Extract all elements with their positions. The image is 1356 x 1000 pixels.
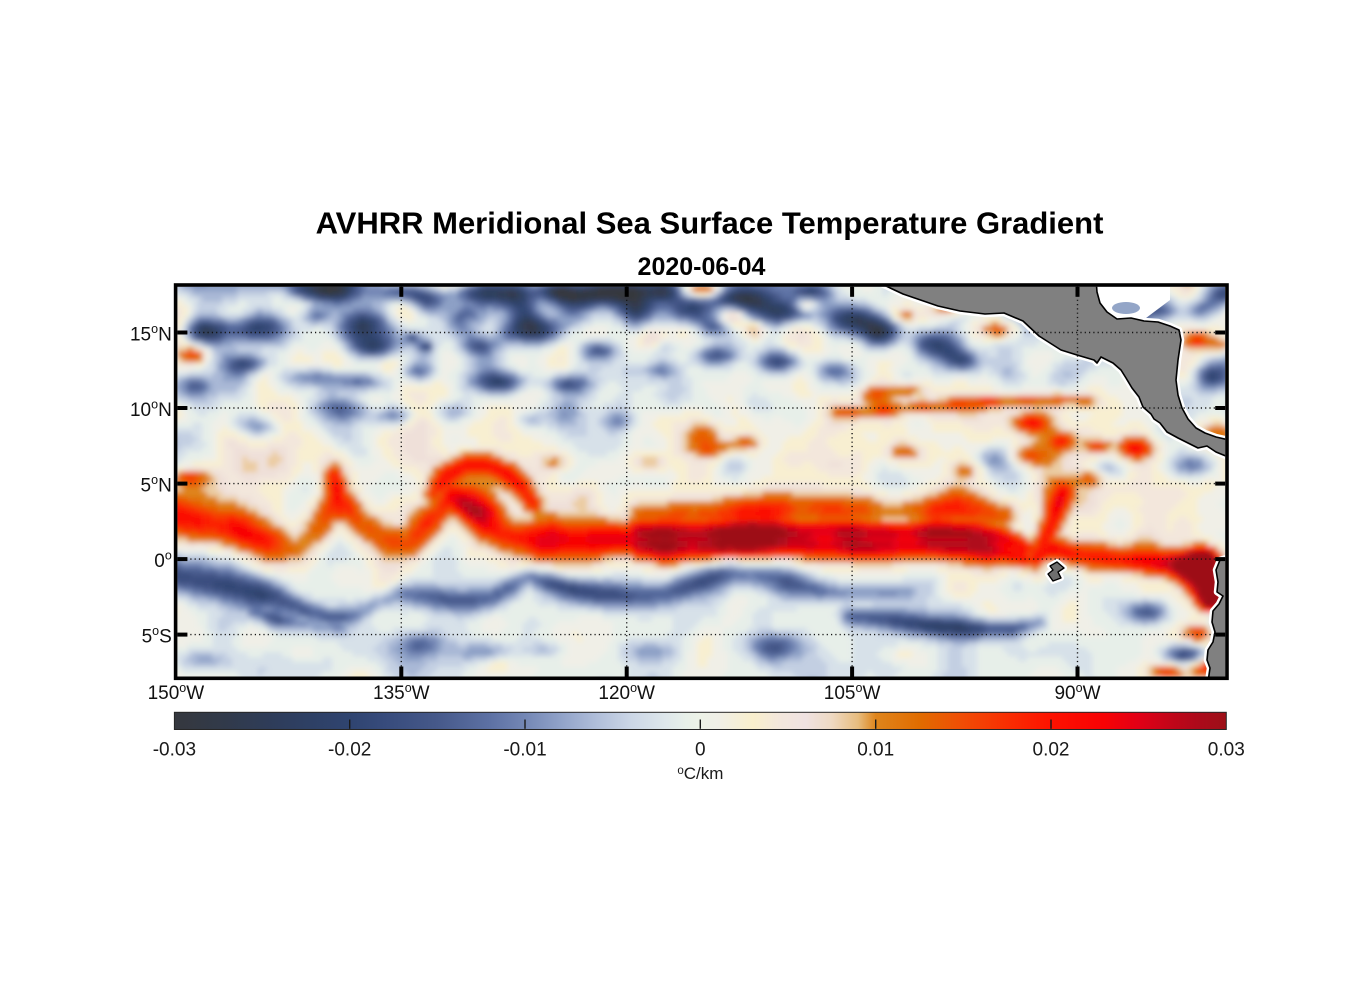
svg-text:5oS: 5oS [142,624,172,647]
svg-text:105oW: 105oW [824,681,881,704]
svg-text:90oW: 90oW [1054,681,1100,704]
svg-text:15oN: 15oN [130,322,172,345]
svg-text:2020-06-04: 2020-06-04 [638,253,766,281]
svg-text:5oN: 5oN [141,473,172,496]
svg-text:0.03: 0.03 [1208,740,1245,761]
svg-text:10oN: 10oN [130,398,172,421]
svg-text:135oW: 135oW [373,681,430,704]
svg-text:0.01: 0.01 [857,740,894,761]
svg-text:120oW: 120oW [598,681,655,704]
svg-text:-0.01: -0.01 [503,740,546,761]
svg-text:0.02: 0.02 [1033,740,1070,761]
svg-text:-0.03: -0.03 [153,740,196,761]
svg-text:AVHRR Meridional Sea Surface T: AVHRR Meridional Sea Surface Temperature… [316,206,1104,241]
svg-text:0: 0 [695,740,706,761]
svg-text:-0.02: -0.02 [328,740,371,761]
svg-text:150oW: 150oW [148,681,205,704]
svg-text:oC/km: oC/km [677,764,723,783]
